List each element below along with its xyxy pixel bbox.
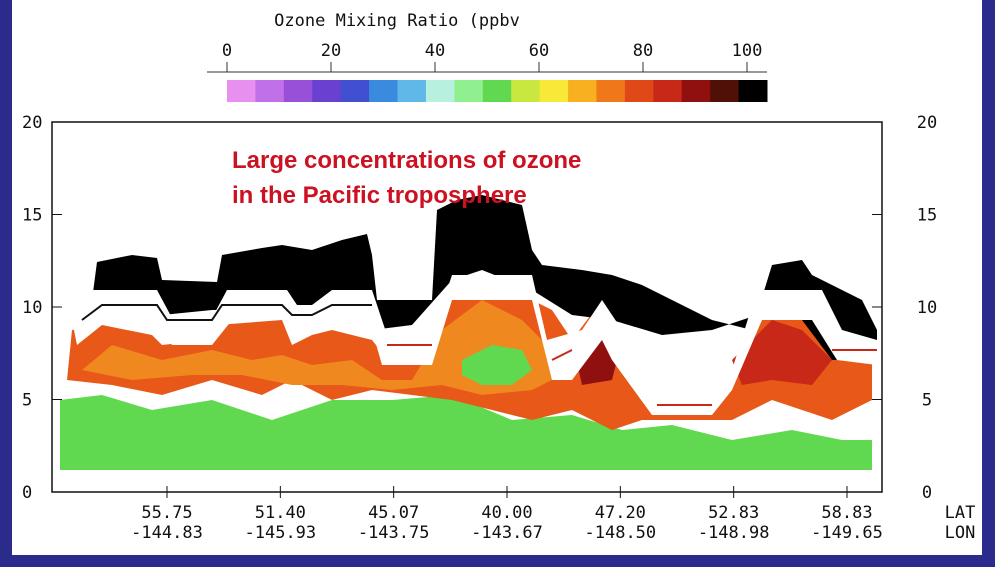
x-tick-label-lat: 58.83	[821, 503, 872, 523]
colorbar-swatch	[511, 80, 541, 102]
x-tick-label-lat: 55.75	[141, 503, 192, 523]
x-tick-label-lon: -143.67	[471, 523, 543, 543]
colorbar-swatch	[624, 80, 654, 102]
annotation-line-1: Large concentrations of ozone	[232, 147, 581, 174]
colorbar-swatch	[312, 80, 342, 102]
colorbar-swatch	[255, 80, 285, 102]
y-tick-label-right: 20	[917, 113, 937, 133]
colorbar-swatch	[596, 80, 626, 102]
colorbar-swatch	[653, 80, 683, 102]
colorbar-swatch	[710, 80, 740, 102]
x-tick-label-lon: -149.65	[811, 523, 883, 543]
colorbar-swatch	[454, 80, 484, 102]
x-tick-label-lon: -148.98	[698, 523, 770, 543]
ozone-curtain-plot: Ozone Mixing Ratio (ppbv 0 20 40 60 80 100 La…	[22, 11, 976, 543]
y-tick-label-right: 10	[917, 298, 937, 318]
colorbar-swatch	[369, 80, 399, 102]
colorbar-tick-label: 100	[732, 41, 763, 61]
x-tick-label-lat: 45.07	[368, 503, 419, 523]
y-tick-label-right: 15	[917, 206, 937, 226]
x-tick-label-lon: -144.83	[131, 523, 203, 543]
colorbar-swatch	[681, 80, 711, 102]
x-tick-label-lat: 52.83	[708, 503, 759, 523]
x-tick-label-lon: -143.75	[358, 523, 430, 543]
y-tick-label-left: 10	[22, 298, 42, 318]
x-axis-label-lat: LAT	[945, 503, 976, 523]
annotation-line-2: in the Pacific troposphere	[232, 182, 527, 209]
y-tick-label-left: 15	[22, 206, 42, 226]
colorbar-swatch	[227, 80, 256, 102]
colorbar-swatch	[568, 80, 597, 102]
chart-frame: Ozone Mixing Ratio (ppbv 0 20 40 60 80 100 La…	[12, 0, 982, 555]
colorbar-title: Ozone Mixing Ratio (ppbv	[274, 11, 520, 31]
y-tick-label-left: 0	[22, 483, 32, 503]
colorbar-swatch	[340, 80, 370, 102]
colorbar-tick-label: 20	[321, 41, 341, 61]
x-tick-label-lon: -145.93	[245, 523, 317, 543]
colorbar-tick-label: 80	[633, 41, 653, 61]
colorbar-swatch	[397, 80, 427, 102]
colorbar-swatch	[283, 80, 313, 102]
y-tick-label-left: 20	[22, 113, 42, 133]
colorbar-tick-label: 60	[529, 41, 549, 61]
y-tick-label-left: 5	[22, 391, 32, 411]
colorbar-tick-label: 40	[425, 41, 445, 61]
colorbar-swatch	[539, 80, 569, 102]
x-tick-label-lon: -148.50	[585, 523, 657, 543]
x-tick-label-lat: 40.00	[481, 503, 532, 523]
x-tick-label-lat: 51.40	[255, 503, 306, 523]
colorbar-swatch	[738, 80, 768, 102]
x-tick-label-lat: 47.20	[595, 503, 646, 523]
colorbar-swatch	[482, 80, 512, 102]
colorbar-tick-label: 0	[222, 41, 232, 61]
y-tick-label-right: 0	[922, 483, 932, 503]
colorbar-swatch	[425, 80, 455, 102]
y-tick-label-right: 5	[922, 391, 932, 411]
x-axis-label-lon: LON	[945, 523, 976, 543]
ozone-fill-layers	[60, 195, 877, 470]
